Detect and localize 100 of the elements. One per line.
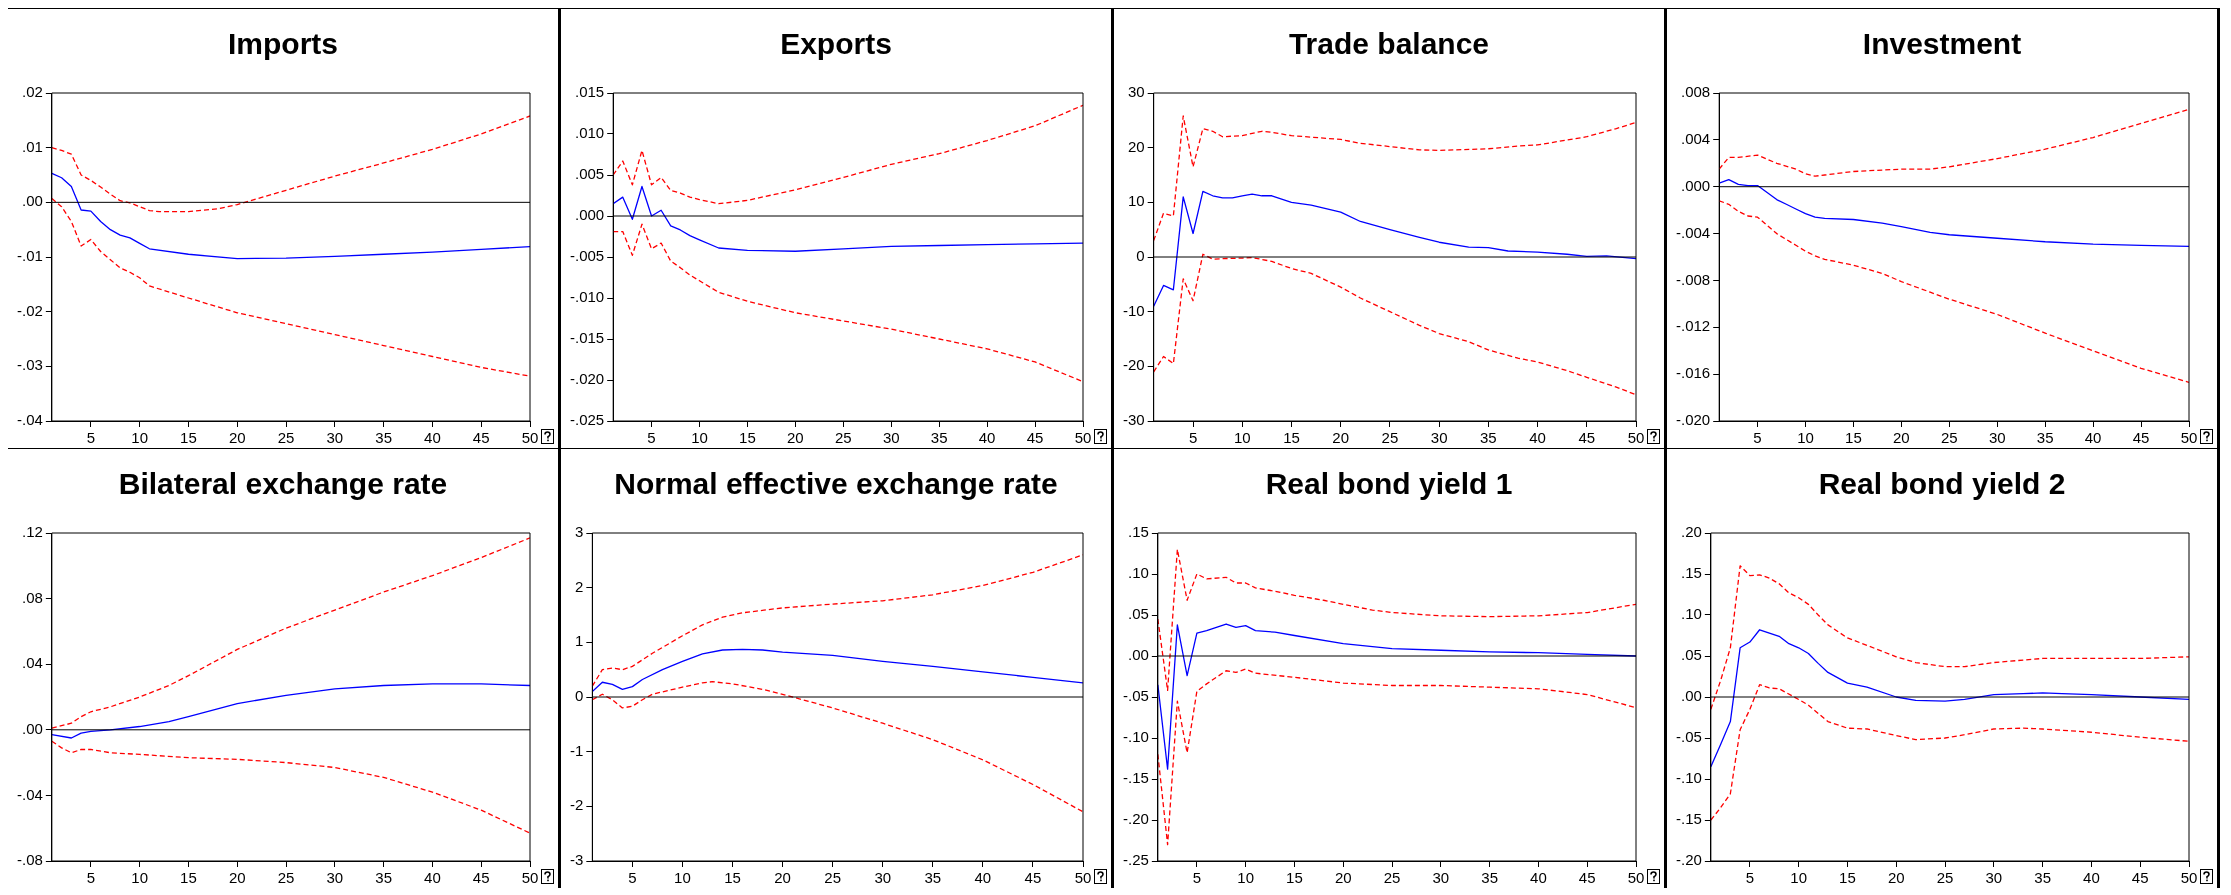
x-tick-label: 30 (1988, 429, 2006, 447)
y-tick-label: -.025 (569, 411, 605, 429)
x-tick-label: 35 (2034, 869, 2051, 887)
x-tick-label: 15 (724, 869, 741, 887)
x-tick-label: 5 (86, 869, 96, 887)
x-tick-label: 20 (774, 869, 791, 887)
x-tick-label: 45 (1578, 869, 1596, 887)
x-tick-label: 30 (874, 869, 892, 887)
y-tick-label: 0 (574, 687, 584, 705)
chart-title: Bilateral exchange rate (117, 466, 449, 502)
x-tick-label: 50 (2180, 869, 2198, 887)
y-tick-label: -.10 (1675, 769, 1702, 787)
chart-title: Imports (227, 26, 339, 62)
x-tick-label: 50 (1627, 429, 1645, 447)
y-tick-label: .000 (574, 206, 605, 224)
y-tick-label: 30 (1127, 83, 1145, 101)
x-tick-label: 30 (882, 429, 900, 447)
y-tick-label: .000 (1680, 176, 1711, 194)
x-tick-label: 20 (228, 869, 246, 887)
x-tick-label: 45 (1024, 869, 1042, 887)
x-tick-label: 45 (2131, 869, 2149, 887)
x-tick-label: 20 (1332, 429, 1350, 447)
x-tick-label: 5 (628, 869, 637, 887)
y-tick-label: .004 (1680, 130, 1711, 147)
x-tick-label: 50 (1074, 429, 1092, 447)
y-tick-label: -.016 (1675, 364, 1711, 382)
y-tick-label: -.012 (1675, 317, 1711, 335)
x-tick-label: 50 (521, 869, 539, 887)
y-tick-label: -20 (1122, 356, 1145, 374)
x-tick-label: 40 (974, 869, 992, 887)
y-tick-label: -.020 (569, 370, 605, 388)
y-tick-label: .015 (574, 83, 605, 101)
x-tick-label: 25 (277, 429, 295, 447)
x-tick-label: 45 (2132, 429, 2150, 447)
y-tick-label: .010 (574, 124, 605, 142)
x-tick-label: 40 (1530, 869, 1547, 887)
y-tick-label: 1 (574, 632, 584, 650)
x-tick-label: 35 (1480, 429, 1497, 447)
x-tick-label: 35 (2036, 429, 2054, 447)
x-tick-label: 40 (424, 869, 441, 887)
x-tick-label: 20 (1334, 869, 1352, 887)
y-tick-label: -.005 (569, 247, 605, 265)
y-tick-label: .00 (21, 192, 43, 210)
x-tick-label: 50 (1627, 869, 1645, 887)
x-tick-label: 25 (824, 869, 842, 887)
y-tick-label: -.20 (1675, 851, 1702, 869)
chart-title: Normal effective exchange rate (613, 466, 1059, 502)
y-tick-label: -.04 (16, 785, 43, 803)
x-tick-label: 10 (131, 429, 149, 447)
y-tick-label: .20 (1680, 523, 1702, 541)
x-tick-label: 20 (1893, 429, 1910, 447)
y-tick-label: .01 (21, 137, 43, 155)
x-tick-label: 30 (1985, 869, 2003, 887)
x-tick-label: 50 (2180, 429, 2198, 447)
x-tick-label: 15 (1839, 869, 1856, 887)
y-tick-label: .10 (1127, 564, 1149, 582)
y-tick-label: -.10 (1122, 728, 1149, 746)
y-tick-label: .02 (21, 83, 43, 101)
y-tick-label: -10 (1122, 301, 1145, 319)
x-tick-label: 50 (521, 429, 539, 447)
y-tick-label: -.004 (1675, 223, 1711, 241)
x-tick-label: 5 (1192, 869, 1202, 887)
y-tick-label: 0 (1136, 247, 1145, 265)
x-tick-label: 40 (1529, 429, 1546, 447)
y-tick-label: -2 (569, 796, 584, 814)
chart-title: Investment (1861, 26, 2023, 62)
y-tick-label: -30 (1122, 411, 1145, 429)
x-tick-label: 10 (674, 869, 691, 887)
x-tick-label: 35 (930, 429, 948, 447)
y-tick-label: 20 (1127, 137, 1145, 155)
x-tick-label: 20 (228, 429, 246, 447)
x-tick-label: 30 (1432, 869, 1450, 887)
y-tick-label: -1 (569, 741, 584, 759)
y-tick-label: .04 (21, 654, 43, 672)
y-tick-label: -.010 (569, 288, 605, 306)
x-tick-label: 35 (924, 869, 942, 887)
x-tick-label: 40 (2084, 429, 2102, 447)
chart-title: Real bond yield 1 (1264, 466, 1514, 502)
y-tick-label: .05 (1127, 605, 1149, 623)
y-tick-label: -.15 (1122, 769, 1149, 787)
x-tick-label: 25 (1383, 869, 1401, 887)
x-tick-label: 45 (472, 869, 490, 887)
y-tick-label: -.05 (1122, 687, 1149, 705)
x-tick-label: 45 (1578, 429, 1596, 447)
y-tick-label: -.08 (16, 851, 43, 869)
x-tick-label: 10 (1233, 429, 1251, 447)
y-tick-label: -.25 (1122, 851, 1149, 869)
x-tick-label: 5 (1188, 429, 1198, 447)
x-tick-label: 15 (180, 429, 197, 447)
x-tick-label: 15 (1283, 429, 1300, 447)
x-tick-label: 30 (326, 869, 344, 887)
x-tick-label: 15 (739, 429, 756, 447)
y-tick-label: 3 (574, 523, 584, 541)
x-tick-label: 20 (1887, 869, 1905, 887)
x-tick-label: 25 (1940, 429, 1958, 447)
x-tick-label: 45 (472, 429, 490, 447)
x-tick-label: 15 (1845, 429, 1862, 447)
x-tick-label: 45 (1026, 429, 1044, 447)
x-tick-label: 25 (1381, 429, 1399, 447)
x-tick-label: 30 (1430, 429, 1448, 447)
